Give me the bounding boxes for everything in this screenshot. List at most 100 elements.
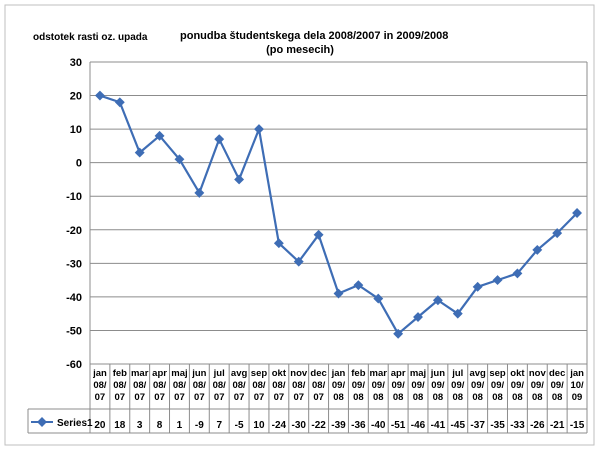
x-tick-label-line: 08/ (272, 380, 286, 391)
x-tick-label-line: 08/ (173, 380, 187, 391)
data-table-value: 7 (216, 420, 222, 431)
x-tick-label: nov 09/08 (529, 368, 547, 403)
x-tick-label: sep 09/08 (489, 368, 506, 403)
chart-outer-border (4, 4, 595, 446)
x-tick-label-line: jul (451, 368, 463, 379)
x-tick-label-line: jan (569, 368, 584, 379)
data-point (512, 268, 523, 279)
data-table-value: -5 (235, 420, 244, 431)
x-tick-label-line: 07 (254, 392, 265, 403)
data-point (333, 288, 344, 299)
chart-title-block: ponudba študentskega dela 2008/2007 in 2… (180, 29, 448, 57)
data-point (413, 312, 423, 322)
x-tick-label: avg 09/08 (469, 368, 486, 403)
data-table-value: -45 (451, 420, 466, 431)
x-tick-label-line: 07 (174, 392, 185, 403)
x-tick-label-line: 08 (393, 392, 404, 403)
x-tick-label: mar 09/08 (370, 368, 388, 403)
x-tick-label-line: 09/ (411, 380, 425, 391)
x-tick-label-line: jun (191, 368, 206, 379)
data-table-value: -51 (391, 420, 406, 431)
data-point (532, 244, 543, 255)
x-tick-label-line: 07 (274, 392, 285, 403)
x-tick-label-line: 08 (472, 392, 483, 403)
data-point (393, 328, 404, 339)
x-tick-label-line: avg (231, 368, 248, 379)
x-tick-label-line: nov (529, 368, 547, 379)
data-table-value: -33 (510, 420, 525, 431)
data-table-value: 10 (253, 420, 265, 431)
x-tick-label-line: 09/ (551, 380, 565, 391)
x-tick-label-line: 08/ (153, 380, 167, 391)
x-tick-label-line: 09/ (431, 380, 445, 391)
data-table-value: 1 (177, 420, 183, 431)
x-tick-label-line: 09 (572, 392, 583, 403)
x-tick-label-line: 09/ (332, 380, 346, 391)
data-table-value: -41 (431, 420, 446, 431)
x-tick-label-line: 08 (452, 392, 463, 403)
data-point (452, 308, 463, 319)
x-tick-label: apr 09/08 (391, 368, 406, 403)
x-tick-label-line: 08 (373, 392, 384, 403)
data-table-value: -40 (371, 420, 386, 431)
x-tick-label: jan 10/09 (569, 368, 584, 403)
data-table-value: -22 (311, 420, 326, 431)
data-point (572, 208, 583, 218)
x-tick-label-line: 08 (353, 392, 364, 403)
chart-subtitle: (po mesecih) (266, 44, 334, 56)
x-tick-label-line: 09/ (451, 380, 465, 391)
data-point (373, 293, 384, 304)
data-table-value: 20 (94, 420, 106, 431)
y-tick-label: -40 (66, 292, 82, 304)
x-tick-label-line: jan (92, 368, 107, 379)
x-tick-label-line: 09/ (392, 380, 406, 391)
x-tick-label-line: mar (131, 368, 149, 379)
x-tick-label: jul 08/07 (213, 368, 227, 403)
x-tick-label: feb 08/07 (113, 368, 127, 403)
x-tick-label-line: 08/ (232, 380, 246, 391)
data-table-value: -37 (470, 420, 485, 431)
data-table-value: -36 (351, 420, 366, 431)
x-tick-label-line: 08/ (93, 380, 107, 391)
x-tick-label-line: nov (290, 368, 308, 379)
y-tick-label: -20 (66, 225, 82, 237)
x-tick-label-line: 08 (413, 392, 424, 403)
data-point (293, 256, 304, 267)
y-tick-label: -60 (66, 359, 82, 371)
x-tick-label: dec 08/07 (310, 368, 326, 403)
x-tick-label-line: okt (510, 368, 525, 379)
x-tick-label-line: maj (410, 368, 426, 379)
x-tick-label-line: 07 (134, 392, 145, 403)
data-point (94, 90, 105, 101)
x-tick-label-line: 08/ (312, 380, 326, 391)
x-tick-label-line: 07 (214, 392, 225, 403)
data-point (114, 97, 125, 108)
x-tick-label-line: 10/ (570, 380, 584, 391)
y-tick-label: -10 (66, 191, 82, 203)
data-point (353, 280, 364, 291)
x-tick-label-line: jul (213, 368, 225, 379)
data-point (472, 281, 483, 292)
x-tick-label: mar 08/07 (131, 368, 149, 403)
x-tick-label-line: 08/ (213, 380, 227, 391)
legend-series-name: Series1 (57, 418, 93, 429)
x-tick-label-line: 07 (313, 392, 324, 403)
x-tick-label: maj 09/08 (410, 368, 426, 403)
x-tick-label-line: 09/ (511, 380, 525, 391)
y-tick-label: 0 (76, 158, 82, 170)
x-tick-label-line: mar (370, 368, 388, 379)
x-tick-label-line: apr (152, 368, 167, 379)
y-tick-label: 20 (70, 91, 82, 103)
x-tick-label-line: 07 (194, 392, 205, 403)
x-tick-label-line: 09/ (471, 380, 485, 391)
x-tick-label-line: 07 (95, 392, 106, 403)
x-tick-label-line: sep (489, 368, 506, 379)
x-tick-label-line: dec (310, 368, 326, 379)
x-tick-label-line: dec (549, 368, 565, 379)
x-tick-label-line: 08/ (193, 380, 207, 391)
x-tick-label-line: apr (391, 368, 406, 379)
y-tick-label: 10 (70, 124, 82, 136)
x-tick-label-line: maj (171, 368, 187, 379)
